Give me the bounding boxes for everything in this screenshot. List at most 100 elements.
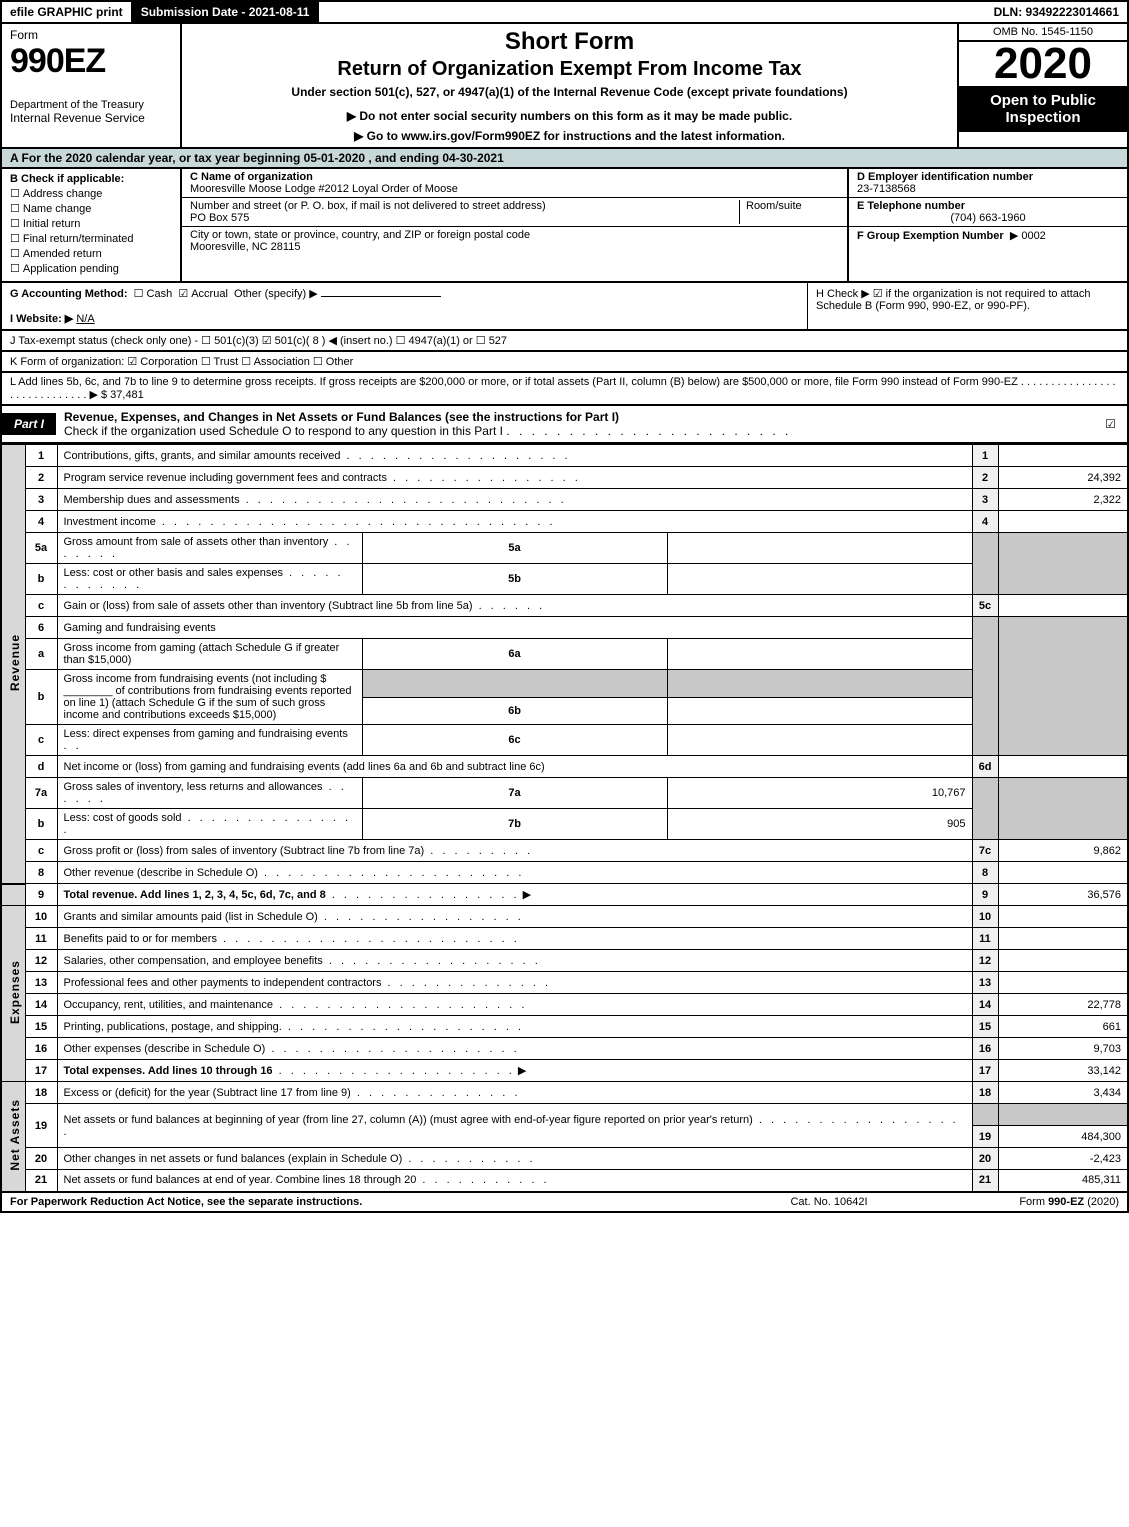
- l1-lab: 1: [972, 445, 998, 467]
- l14-lab: 14: [972, 994, 998, 1016]
- l6a-num: a: [25, 639, 57, 670]
- l6c-desc: Less: direct expenses from gaming and fu…: [57, 725, 362, 756]
- l21-val: 485,311: [998, 1170, 1128, 1192]
- l11-lab: 11: [972, 928, 998, 950]
- l19-val: 484,300: [998, 1126, 1128, 1148]
- room-suite-label: Room/suite: [739, 200, 839, 224]
- l20-num: 20: [25, 1148, 57, 1170]
- l7a-desc: Gross sales of inventory, less returns a…: [57, 778, 362, 809]
- l2-lab: 2: [972, 467, 998, 489]
- part-1-tab: Part I: [2, 413, 56, 435]
- l5ab-greyval: [998, 533, 1128, 595]
- acct-cash[interactable]: Cash: [134, 288, 173, 300]
- l6b-desc: Gross income from fundraising events (no…: [57, 670, 362, 725]
- form-ref: Form 990-EZ (2020): [919, 1196, 1119, 1208]
- l10-lab: 10: [972, 906, 998, 928]
- l5c-desc: Gain or (loss) from sale of assets other…: [57, 595, 972, 617]
- g-label: G Accounting Method:: [10, 288, 128, 300]
- l8-val: [998, 862, 1128, 884]
- box-j: J Tax-exempt status (check only one) - ☐…: [0, 331, 1129, 352]
- l7ab-greyval: [998, 778, 1128, 840]
- l3-val: 2,322: [998, 489, 1128, 511]
- form-word: Form: [10, 28, 172, 42]
- l5a-num: 5a: [25, 533, 57, 564]
- l1-val: [998, 445, 1128, 467]
- l12-desc: Salaries, other compensation, and employ…: [57, 950, 972, 972]
- l20-val: -2,423: [998, 1148, 1128, 1170]
- l7a-num: 7a: [25, 778, 57, 809]
- cb-application-pending[interactable]: Application pending: [10, 262, 172, 275]
- department: Department of the Treasury: [10, 99, 172, 111]
- l5ab-greylab: [972, 533, 998, 595]
- efile-label[interactable]: efile GRAPHIC print: [2, 2, 133, 22]
- box-h: H Check ▶ ☑ if the organization is not r…: [807, 283, 1127, 329]
- side-revenue: Revenue: [1, 445, 25, 884]
- l15-lab: 15: [972, 1016, 998, 1038]
- cb-initial-return[interactable]: Initial return: [10, 217, 172, 230]
- l13-desc: Professional fees and other payments to …: [57, 972, 972, 994]
- l5b-num: b: [25, 564, 57, 595]
- open-to-public: Open to Public Inspection: [959, 86, 1127, 132]
- l19-greyval: [998, 1104, 1128, 1126]
- l6d-desc: Net income or (loss) from gaming and fun…: [57, 756, 972, 778]
- l9-val: 36,576: [998, 884, 1128, 906]
- acct-accrual[interactable]: Accrual: [178, 288, 228, 300]
- l5b-sub: 5b: [362, 564, 667, 595]
- submission-date: Submission Date - 2021-08-11: [133, 2, 320, 22]
- form-title-block: Short Form Return of Organization Exempt…: [182, 24, 957, 147]
- l7c-val: 9,862: [998, 840, 1128, 862]
- cb-amended-return[interactable]: Amended return: [10, 247, 172, 260]
- l4-num: 4: [25, 511, 57, 533]
- side-expenses: Expenses: [1, 906, 25, 1082]
- cb-name-change[interactable]: Name change: [10, 202, 172, 215]
- l5a-desc: Gross amount from sale of assets other t…: [57, 533, 362, 564]
- warning-no-ssn: ▶ Do not enter social security numbers o…: [194, 109, 945, 123]
- group-exemption-number: ▶ 0002: [1010, 230, 1046, 242]
- l5c-lab: 5c: [972, 595, 998, 617]
- l5c-val: [998, 595, 1128, 617]
- part-1-check[interactable]: [1097, 417, 1127, 431]
- l2-desc: Program service revenue including govern…: [57, 467, 972, 489]
- l6c-num: c: [25, 725, 57, 756]
- l2-val: 24,392: [998, 467, 1128, 489]
- l9-desc: Total revenue. Add lines 1, 2, 3, 4, 5c,…: [57, 884, 972, 906]
- org-city: Mooresville, NC 28115: [190, 241, 300, 253]
- l17-num: 17: [25, 1060, 57, 1082]
- subtitle: Under section 501(c), 527, or 4947(a)(1)…: [194, 85, 945, 99]
- l13-val: [998, 972, 1128, 994]
- l6c-sv: [667, 725, 972, 756]
- l13-num: 13: [25, 972, 57, 994]
- l4-lab: 4: [972, 511, 998, 533]
- l4-val: [998, 511, 1128, 533]
- c-addr-label: Number and street (or P. O. box, if mail…: [190, 200, 546, 212]
- l12-lab: 12: [972, 950, 998, 972]
- box-c: C Name of organization Mooresville Moose…: [182, 169, 847, 281]
- l21-lab: 21: [972, 1170, 998, 1192]
- row-a-tax-year: A For the 2020 calendar year, or tax yea…: [0, 149, 1129, 169]
- cb-address-change[interactable]: Address change: [10, 187, 172, 200]
- l10-num: 10: [25, 906, 57, 928]
- form-header: Form 990EZ Department of the Treasury In…: [0, 22, 1129, 149]
- form-number: 990EZ: [10, 42, 172, 81]
- part-1-header: Part I Revenue, Expenses, and Changes in…: [0, 406, 1129, 444]
- l6c-sub: 6c: [362, 725, 667, 756]
- l7a-sub: 7a: [362, 778, 667, 809]
- side-net-assets: Net Assets: [1, 1082, 25, 1192]
- goto-link[interactable]: ▶ Go to www.irs.gov/Form990EZ for instru…: [194, 129, 945, 143]
- l6b-num: b: [25, 670, 57, 725]
- l19-greylab: [972, 1104, 998, 1126]
- cat-no: Cat. No. 10642I: [739, 1196, 919, 1208]
- org-address: PO Box 575: [190, 212, 249, 224]
- cb-final-return[interactable]: Final return/terminated: [10, 232, 172, 245]
- l20-lab: 20: [972, 1148, 998, 1170]
- l14-num: 14: [25, 994, 57, 1016]
- l11-num: 11: [25, 928, 57, 950]
- l7b-num: b: [25, 809, 57, 840]
- l6-greylab: [972, 617, 998, 756]
- page-footer: For Paperwork Reduction Act Notice, see …: [0, 1193, 1129, 1213]
- l3-num: 3: [25, 489, 57, 511]
- l18-lab: 18: [972, 1082, 998, 1104]
- e-label: E Telephone number: [857, 200, 965, 212]
- acct-other[interactable]: Other (specify) ▶: [234, 288, 318, 300]
- l8-lab: 8: [972, 862, 998, 884]
